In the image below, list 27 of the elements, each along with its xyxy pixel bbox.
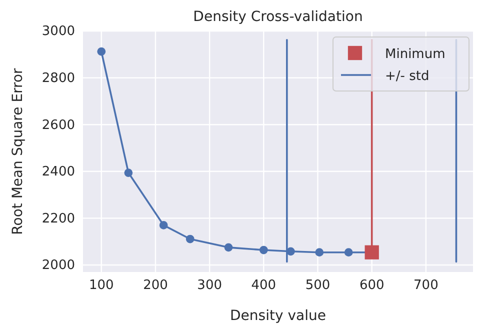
point bbox=[224, 243, 233, 252]
point bbox=[159, 221, 168, 230]
y-tick-label: 3000 bbox=[42, 24, 75, 40]
x-tick-label: 700 bbox=[414, 278, 438, 294]
legend-label: Minimum bbox=[385, 47, 446, 62]
y-tick-label: 2600 bbox=[42, 118, 75, 133]
x-tick-label: 300 bbox=[197, 278, 222, 294]
x-tick-label: 100 bbox=[88, 278, 114, 294]
y-tick-label: 2400 bbox=[42, 164, 75, 180]
chart-title: Density Cross-validation bbox=[193, 9, 363, 25]
point bbox=[97, 47, 106, 56]
x-tick-label: 200 bbox=[143, 278, 168, 294]
point bbox=[259, 246, 268, 254]
point bbox=[344, 248, 353, 257]
point bbox=[186, 234, 194, 244]
x-tick-label: 400 bbox=[251, 278, 276, 294]
x-tick-label: 500 bbox=[305, 278, 330, 294]
point bbox=[364, 245, 379, 260]
x-tick-label: 600 bbox=[359, 278, 384, 294]
y-tick-label: 2000 bbox=[42, 258, 75, 274]
y-tick-label: 2800 bbox=[42, 70, 75, 86]
y-axis-title: Root Mean Square Error bbox=[10, 68, 26, 235]
point bbox=[124, 168, 133, 177]
x-axis-title: Density value bbox=[230, 308, 326, 324]
legend-label: +/- std bbox=[385, 69, 430, 84]
point bbox=[315, 248, 324, 257]
y-tick-label: 2200 bbox=[42, 211, 75, 226]
